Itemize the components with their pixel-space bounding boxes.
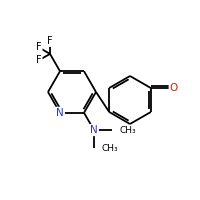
Text: F: F [36,42,42,52]
Text: F: F [36,55,42,65]
Text: CH₃: CH₃ [119,126,136,135]
Text: N: N [90,125,98,135]
Text: N: N [56,108,64,118]
Text: F: F [47,36,53,46]
Text: CH₃: CH₃ [101,144,118,153]
Text: O: O [170,83,178,93]
